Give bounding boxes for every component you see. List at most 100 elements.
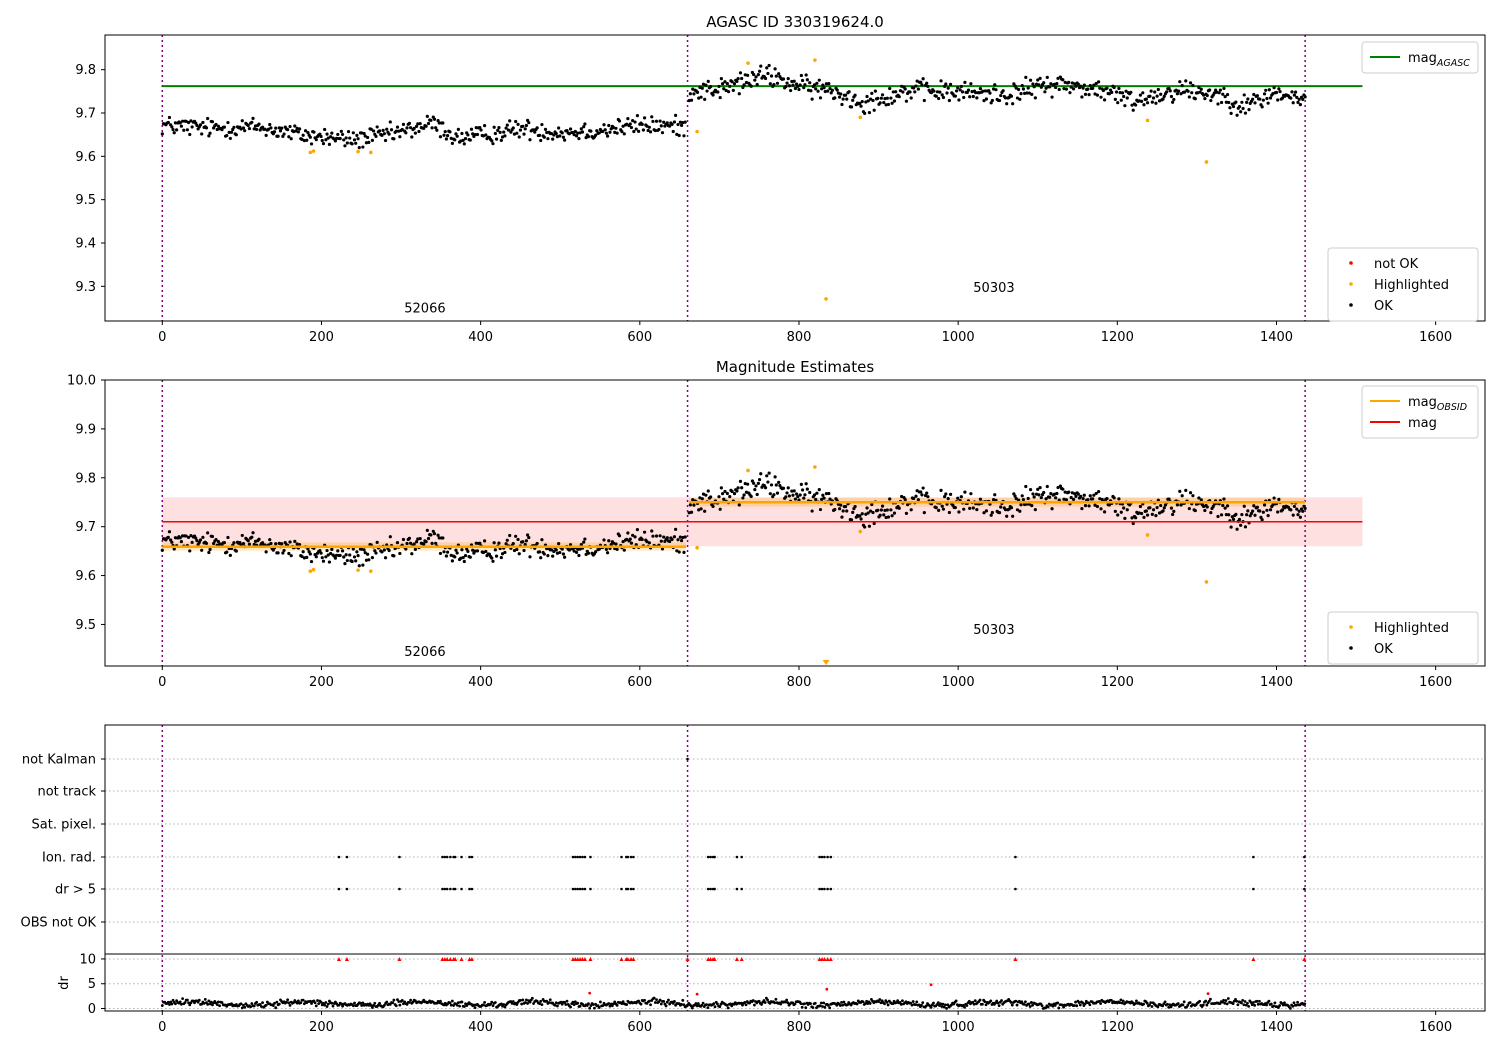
dr-point: [1207, 999, 1211, 1003]
ok-point: [888, 497, 892, 501]
dr-point: [655, 998, 658, 1002]
dr-point: [483, 1000, 487, 1004]
flag-point: [460, 855, 463, 859]
ok-point: [1028, 488, 1033, 492]
ok-point: [354, 559, 358, 563]
ok-point: [348, 553, 352, 557]
ok-point: [264, 133, 268, 137]
ok-point: [963, 490, 967, 494]
ok-point: [797, 87, 801, 92]
dr-point: [1027, 1002, 1031, 1006]
dr-clipped-marker: [469, 956, 474, 961]
flag-point: [337, 855, 341, 859]
ok-point: [280, 542, 284, 546]
obsid-label: 52066: [404, 645, 445, 660]
ok-point: [629, 541, 634, 545]
ok-point: [512, 548, 517, 553]
ok-point: [366, 135, 370, 140]
ok-point: [803, 493, 807, 497]
ok-point: [723, 80, 727, 84]
highlighted-point: [369, 569, 373, 573]
ok-point: [843, 504, 848, 509]
dr-point: [209, 1000, 213, 1004]
ok-point: [962, 507, 966, 511]
ok-point: [880, 93, 885, 97]
ok-point: [963, 80, 967, 85]
ok-point: [1253, 513, 1257, 517]
ok-point: [1034, 82, 1039, 86]
ok-point: [1080, 95, 1084, 99]
highlighted-point: [308, 569, 313, 573]
dr-point: [326, 1002, 330, 1006]
dr-point: [725, 1003, 729, 1007]
ok-point: [344, 553, 348, 557]
ok-point: [746, 482, 750, 486]
ok-point: [1267, 88, 1271, 92]
ok-point: [1142, 103, 1146, 107]
ok-point: [956, 496, 960, 500]
dr-point: [217, 1000, 220, 1004]
ok-point: [208, 547, 212, 552]
dr-point: [621, 1000, 625, 1004]
ok-point: [1247, 108, 1251, 112]
ok-point: [1157, 511, 1162, 515]
ok-point: [885, 96, 889, 100]
dr-point: [324, 1001, 328, 1004]
ok-point: [1265, 96, 1269, 101]
ok-point: [804, 482, 808, 486]
ok-point: [671, 129, 675, 134]
dr-point: [559, 1000, 563, 1004]
ok-point: [469, 127, 474, 131]
ok-point: [1298, 515, 1302, 519]
ok-point: [208, 131, 212, 135]
x-tick-label: 400: [468, 675, 493, 690]
dr-point: [373, 1001, 377, 1005]
x-tick-label: 1000: [942, 675, 975, 690]
dr-point: [1056, 1001, 1060, 1005]
ok-point: [473, 133, 477, 137]
ok-point: [940, 93, 944, 97]
ok-point: [1243, 111, 1248, 115]
ok-point: [225, 133, 229, 138]
dr-point: [613, 1000, 617, 1004]
ok-point: [864, 512, 868, 516]
ok-point: [435, 128, 439, 132]
dr-point: [532, 1002, 535, 1005]
ok-point: [589, 129, 593, 133]
dr-point: [319, 1000, 323, 1004]
dr-point: [277, 1002, 281, 1006]
dr-point: [885, 1000, 889, 1004]
dr-point: [997, 1004, 1001, 1008]
ok-point: [350, 559, 354, 564]
ok-point: [1208, 88, 1212, 92]
ok-point: [478, 126, 482, 130]
dr-point: [409, 998, 413, 1002]
ok-point: [1107, 92, 1111, 96]
ok-point: [586, 551, 591, 555]
ok-point: [1049, 491, 1053, 496]
x-tick-label: 1600: [1419, 1020, 1452, 1035]
ok-point: [580, 130, 585, 134]
ok-point: [563, 138, 567, 142]
ok-point: [416, 122, 420, 126]
ok-point: [450, 559, 454, 563]
ok-point: [504, 126, 508, 130]
highlighted-point: [356, 149, 360, 154]
ok-point: [1260, 518, 1264, 522]
ok-point: [674, 113, 678, 117]
ok-point: [815, 81, 819, 85]
x-tick-label: 600: [627, 1020, 652, 1035]
ok-point: [1009, 506, 1014, 510]
ok-point: [334, 136, 339, 140]
dr-point: [914, 1003, 917, 1007]
dr-point: [1135, 999, 1138, 1003]
dr-point: [822, 1001, 826, 1005]
ok-point: [929, 91, 934, 95]
ok-point: [517, 135, 521, 139]
ok-point: [687, 511, 691, 515]
ok-point: [241, 126, 246, 130]
ok-point: [958, 88, 962, 92]
ok-point: [633, 120, 637, 124]
ok-point: [1169, 506, 1174, 510]
